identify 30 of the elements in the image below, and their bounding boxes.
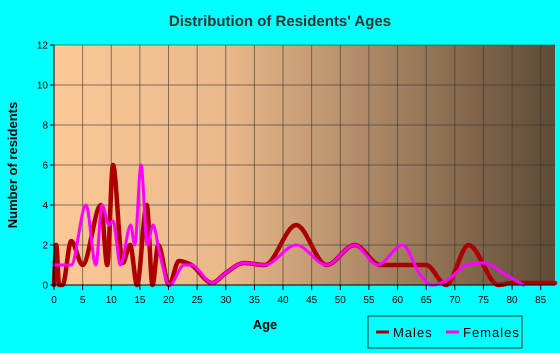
legend-label: Females <box>463 325 520 340</box>
x-tick-label: 60 <box>392 295 404 306</box>
x-tick-label: 45 <box>306 295 318 306</box>
x-tick-label: 50 <box>334 295 346 306</box>
x-tick-label: 0 <box>51 295 58 306</box>
x-tick-label: 70 <box>449 295 461 306</box>
x-tick-label: 10 <box>106 295 118 306</box>
chart-title: Distribution of Residents' Ages <box>168 13 392 30</box>
x-tick-label: 75 <box>478 295 490 306</box>
x-tick-label: 80 <box>506 295 518 306</box>
x-tick-label: 15 <box>134 295 146 306</box>
x-tick-label: 65 <box>420 295 432 306</box>
legend-label: Males <box>393 325 433 340</box>
x-tick-label: 55 <box>363 295 375 306</box>
x-tick-label: 20 <box>162 295 175 306</box>
y-tick-label: 2 <box>42 240 48 252</box>
x-tick-label: 85 <box>535 295 547 306</box>
y-tick-label: 0 <box>42 280 48 292</box>
y-tick-label: 8 <box>42 120 48 132</box>
y-axis-title: Number of residents <box>5 102 20 228</box>
y-tick-label: 12 <box>36 40 48 52</box>
y-tick-label: 4 <box>42 200 48 212</box>
y-tick-label: 6 <box>42 160 48 172</box>
x-tick-label: 40 <box>277 295 290 306</box>
x-axis-title: Age <box>252 317 278 332</box>
x-tick-label: 5 <box>80 295 86 306</box>
x-tick-label: 25 <box>192 295 204 306</box>
y-tick-label: 10 <box>36 80 48 92</box>
x-tick-label: 30 <box>220 295 232 306</box>
x-tick-label: 35 <box>248 295 260 306</box>
